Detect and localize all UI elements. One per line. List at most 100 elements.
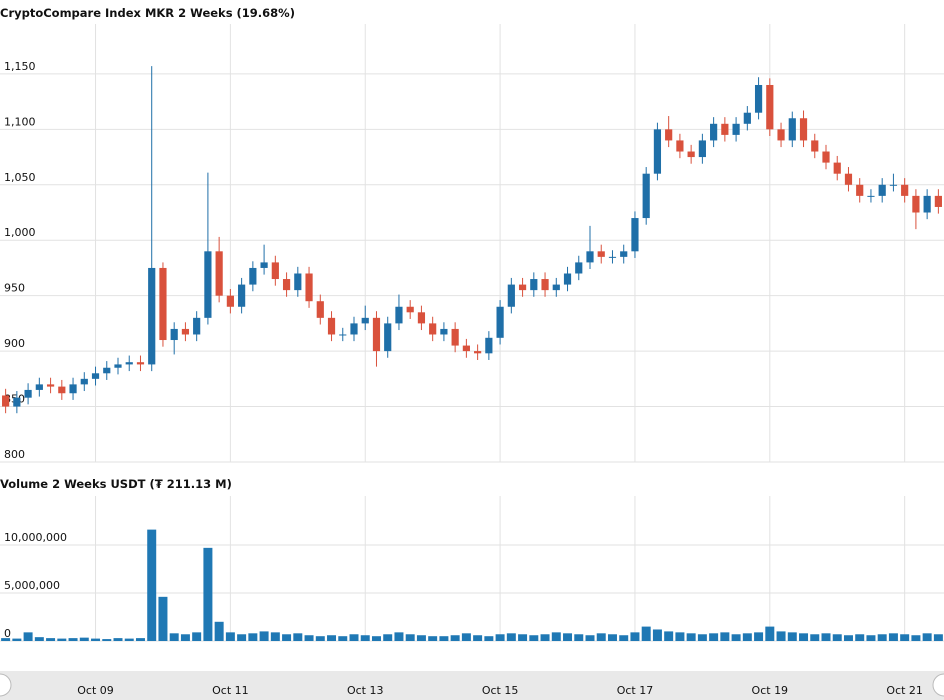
candle-body (743, 112, 751, 124)
volume-bar (529, 635, 539, 641)
volume-bar (855, 634, 865, 641)
volume-bar (765, 626, 775, 641)
volume-bar (574, 634, 584, 641)
volume-bar (630, 632, 640, 641)
candle-body (406, 306, 414, 313)
y-tick-label: 950 (4, 282, 25, 295)
candle-body (35, 384, 43, 390)
candle-body (833, 162, 841, 174)
volume-bar (237, 634, 247, 641)
volume-bar (506, 633, 516, 641)
volume-bar (933, 634, 943, 641)
navigator[interactable] (0, 671, 944, 700)
volume-bar (34, 637, 44, 641)
volume-bar (877, 634, 887, 641)
candle-body (193, 317, 201, 335)
candle-body (238, 284, 246, 307)
volume-bar (776, 631, 786, 641)
candle-body (732, 123, 740, 135)
volume-bar (304, 635, 314, 641)
candle-body (372, 317, 381, 352)
volume-bar (282, 634, 292, 641)
candle-body (103, 367, 111, 374)
candle-body (271, 262, 279, 280)
volume-bar (866, 635, 876, 641)
volume-bar (911, 635, 921, 641)
volume-bar (192, 632, 202, 641)
volume-bar (12, 638, 22, 641)
candle-body (811, 140, 819, 152)
candle-body (58, 386, 66, 394)
volume-bar (91, 638, 101, 641)
candle-body (384, 323, 392, 352)
volume-bar (439, 636, 449, 641)
candle-body (294, 273, 302, 291)
candle-body (24, 389, 32, 398)
volume-bar (450, 635, 460, 641)
x-tick-label: Oct 17 (617, 684, 654, 697)
candle-body (710, 123, 718, 141)
volume-bar (585, 635, 595, 641)
volume-bar (158, 596, 168, 641)
candle-body (417, 312, 426, 324)
volume-bar (248, 633, 258, 641)
candle-body (474, 351, 482, 354)
candle-body (181, 328, 190, 335)
candle-body (541, 279, 549, 291)
candle-body (305, 273, 313, 302)
candle-body (215, 251, 223, 296)
candle-body (575, 262, 583, 274)
candle-body (170, 328, 178, 341)
y-tick-label: 800 (4, 448, 25, 461)
candle-body (462, 345, 470, 352)
candle-body (429, 323, 437, 335)
volume-bar (810, 634, 820, 641)
candle-body (653, 129, 662, 174)
navigator-handle-right[interactable] (932, 673, 944, 697)
volume-bar (731, 634, 741, 641)
volume-bar (57, 638, 67, 641)
candle-body (114, 364, 122, 368)
volume-bar (214, 621, 224, 641)
volume-bar (484, 636, 494, 641)
candle-body (901, 184, 909, 196)
candle-body (282, 279, 291, 291)
volume-bar (518, 634, 528, 641)
y-tick-label: 1,000 (4, 226, 36, 239)
candle-body (46, 384, 55, 387)
volume-bar (360, 635, 370, 641)
volume-bar (900, 634, 910, 641)
candle-body (642, 173, 650, 219)
candle-body (608, 256, 617, 258)
candle-body (799, 118, 808, 141)
volume-bar (675, 632, 685, 641)
volume-bar (1, 638, 11, 641)
candle-body (934, 195, 942, 207)
candle-body (856, 184, 864, 196)
candle-body (912, 195, 920, 213)
x-tick-label: Oct 09 (77, 684, 114, 697)
candle-body (586, 251, 594, 263)
y-tick-label: 1,150 (4, 60, 36, 73)
x-tick-label: Oct 15 (482, 684, 519, 697)
candle-body (676, 140, 684, 152)
candle-body (889, 184, 898, 186)
volume-bar (821, 633, 831, 641)
volume-bar (922, 633, 932, 641)
y-tick-label: 10,000,000 (4, 531, 67, 544)
candle-body (2, 395, 10, 407)
y-tick-label: 0 (4, 627, 11, 640)
volume-bar (888, 633, 898, 641)
candle-body (316, 301, 324, 318)
volume-bar (124, 638, 134, 641)
chart-title: CryptoCompare Index MKR 2 Weeks (19.68%) (0, 6, 295, 20)
candle-body (395, 306, 403, 324)
candle-body (563, 273, 572, 285)
volume-bar (203, 547, 213, 641)
x-tick-label: Oct 11 (212, 684, 249, 697)
candle-body (339, 334, 347, 336)
candle-body (552, 284, 560, 291)
navigator-handle-left[interactable] (0, 673, 12, 697)
candle-body (440, 328, 448, 335)
